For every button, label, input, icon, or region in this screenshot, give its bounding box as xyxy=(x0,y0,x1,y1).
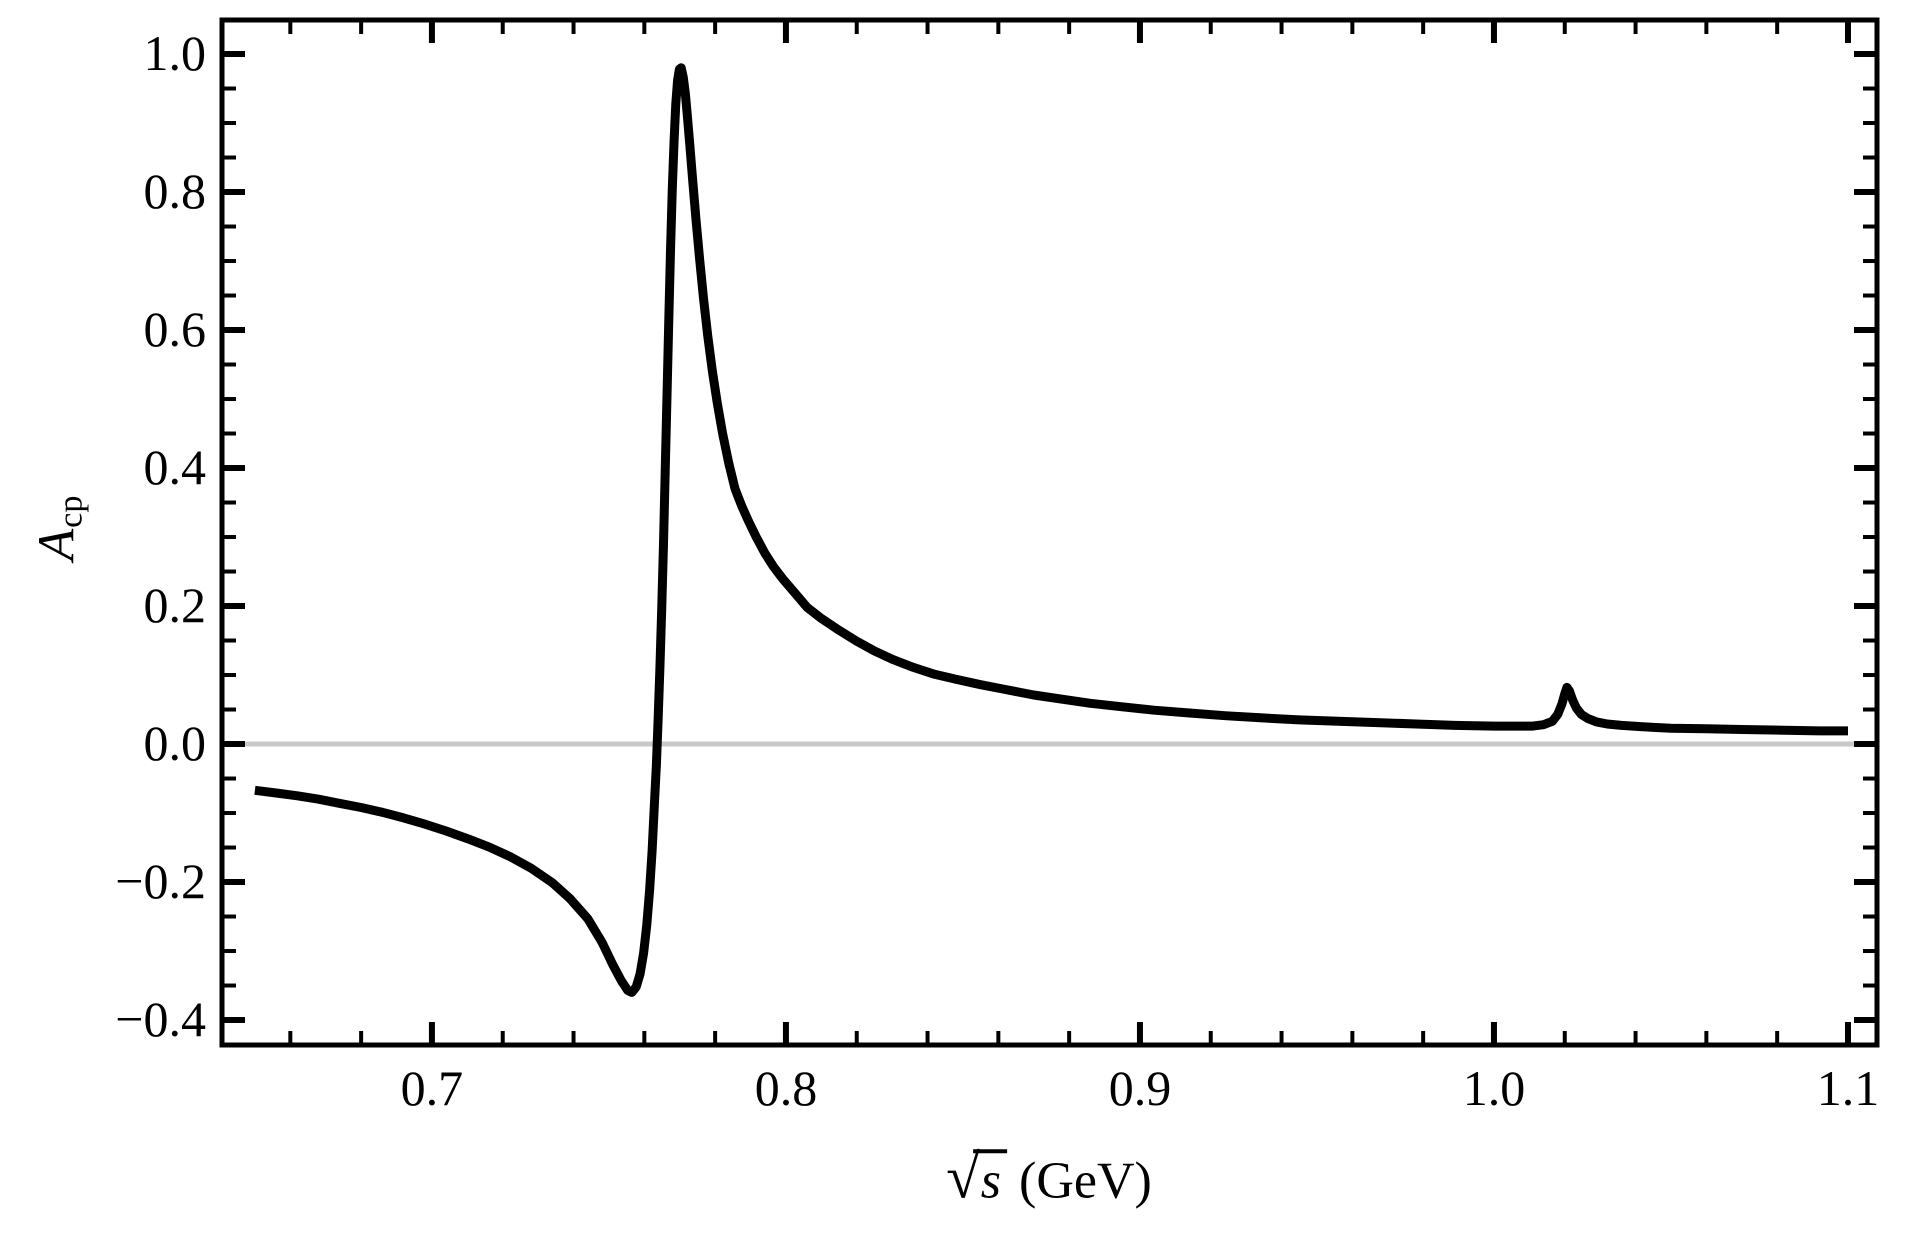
sqrt-radical-symbol: √ xyxy=(946,1143,980,1212)
x-axis-unit: (GeV) xyxy=(1019,1152,1152,1210)
x-tick-label: 1.0 xyxy=(1462,1060,1526,1116)
y-axis-label: Acp xyxy=(28,495,89,561)
x-tick-label: 1.1 xyxy=(1816,1060,1880,1116)
y-tick-label: 0.6 xyxy=(143,301,207,358)
x-axis-label: √s (GeV) xyxy=(946,1144,1152,1211)
x-tick-label: 0.8 xyxy=(754,1060,818,1116)
plot-frame xyxy=(219,17,1880,1048)
x-tick-label: 0.9 xyxy=(1108,1060,1172,1116)
y-tick-label: 0.2 xyxy=(143,577,207,634)
acp-symbol: A xyxy=(28,528,86,561)
x-tick-label: 0.7 xyxy=(400,1060,464,1116)
acp-curve xyxy=(254,63,1848,997)
y-tick-label: 0.0 xyxy=(143,715,207,772)
y-tick-label: 0.4 xyxy=(143,439,207,496)
y-tick-label: 1.0 xyxy=(143,25,207,82)
y-tick-label: −0.2 xyxy=(115,853,206,910)
sqrt-s-variable: s xyxy=(972,1149,1008,1207)
y-tick-label: −0.4 xyxy=(115,991,206,1048)
acp-subscript: cp xyxy=(50,495,89,528)
y-tick-label: 0.8 xyxy=(143,163,207,220)
